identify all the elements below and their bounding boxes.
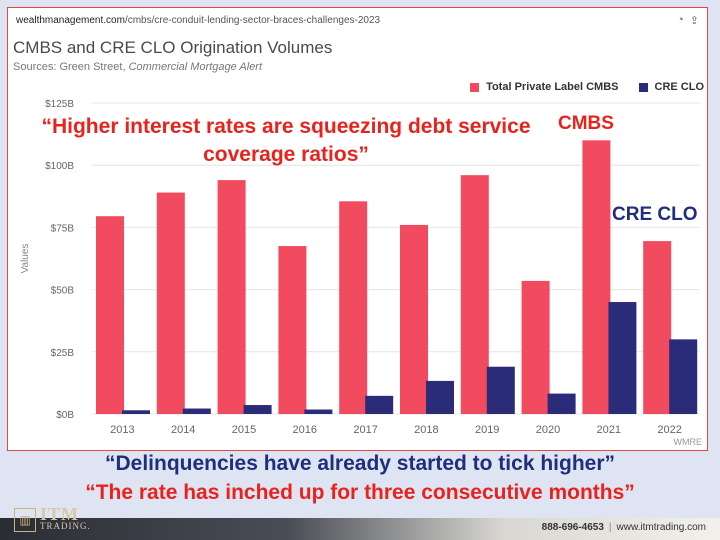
- bar-cmbs-2014: [156, 192, 185, 414]
- bar-cre-clo-2020: [547, 393, 576, 414]
- x-tick-label: 2019: [475, 424, 499, 436]
- bar-cre-clo-2019: [486, 366, 515, 414]
- y-tick-label: $100B: [45, 161, 74, 172]
- quote-top: “Higher interest rates are squeezing deb…: [41, 115, 531, 166]
- bar-cre-clo-2018: [426, 380, 454, 414]
- x-tick-label: 2014: [171, 424, 195, 436]
- bar-cre-clo-2013: [122, 410, 150, 414]
- x-tick-label: 2017: [353, 424, 377, 436]
- legend-item-cmbs: Total Private Label CMBS: [470, 81, 619, 93]
- x-tick-label: 2021: [597, 424, 621, 436]
- legend-swatch-cre-clo: [638, 82, 648, 92]
- bar-cre-clo-2015: [243, 405, 272, 414]
- chart-legend: Total Private Label CMBS CRE CLO: [470, 81, 704, 93]
- speed-icon[interactable]: ◔: [677, 13, 684, 26]
- bar-cmbs-2015: [217, 180, 246, 414]
- callout-cmbs: CMBS: [558, 113, 614, 134]
- y-tick-label: $75B: [51, 223, 75, 234]
- footer-contact: 888-696-4653 | www.itmtrading.com: [542, 522, 706, 533]
- bar-cmbs-2017: [339, 201, 368, 414]
- x-tick-label: 2022: [657, 424, 681, 436]
- chart-watermark: WMRE: [673, 437, 703, 447]
- y-axis-label: Values: [20, 244, 31, 274]
- bar-cre-clo-2021: [608, 302, 637, 414]
- bar-cmbs-2018: [400, 224, 428, 414]
- footer-website[interactable]: www.itmtrading.com: [616, 522, 706, 533]
- url-path: /cmbs/cre-conduit-lending-sector-braces-…: [124, 14, 381, 26]
- chart-sources: Sources: Green Street, Commercial Mortga…: [13, 61, 262, 73]
- bar-cre-clo-2016: [304, 409, 333, 414]
- browser-url-bar[interactable]: wealthmanagement.com /cmbs/cre-conduit-l…: [8, 8, 707, 32]
- sources-italic: Commercial Mortgage Alert: [128, 61, 263, 73]
- itm-logo: ▥ ITM TRADING.: [14, 504, 91, 532]
- bar-cmbs-2021: [582, 140, 611, 414]
- y-tick-label: $50B: [51, 286, 75, 297]
- legend-item-cre-clo: CRE CLO: [638, 81, 705, 93]
- footer-phone: 888-696-4653: [541, 522, 604, 533]
- sources-prefix: Sources: Green Street,: [13, 61, 129, 73]
- url-domain: wealthmanagement.com: [16, 14, 125, 26]
- bar-chart: $0B $25B $50B $75B $100B $125B Values 2013 2014 2…: [20, 99, 700, 436]
- logo-emblem-icon: ▥: [14, 508, 36, 532]
- footer-separator: |: [608, 522, 612, 533]
- bar-cre-clo-2014: [182, 408, 211, 414]
- bar-cmbs-2013: [96, 216, 124, 414]
- bar-cre-clo-2017: [365, 395, 394, 414]
- footer-bar: [0, 518, 720, 540]
- bar-cmbs-2020: [521, 280, 550, 414]
- y-tick-label: $0B: [56, 410, 74, 421]
- y-tick-label: $25B: [51, 348, 75, 359]
- chart-title: CMBS and CRE CLO Origination Volumes: [13, 38, 333, 57]
- x-tick-label: 2013: [110, 424, 134, 436]
- logo-subtext: TRADING.: [40, 521, 91, 531]
- x-tick-label: 2016: [293, 424, 317, 436]
- x-tick-label: 2015: [232, 424, 256, 436]
- bar-cmbs-2016: [278, 246, 307, 414]
- logo-text: ITM: [40, 504, 79, 524]
- quote-middle: “Delinquencies have already started to t…: [105, 452, 615, 475]
- x-tick-label: 2020: [536, 424, 560, 436]
- share-icon[interactable]: ⇪: [689, 14, 699, 27]
- legend-label-cre-clo: CRE CLO: [654, 81, 705, 93]
- quote-bottom: “The rate has inched up for three consec…: [85, 481, 635, 504]
- legend-swatch-cmbs: [470, 82, 480, 92]
- x-tick-label: 2018: [414, 424, 438, 436]
- bar-cmbs-2022: [643, 241, 672, 414]
- legend-label-cmbs: Total Private Label CMBS: [486, 81, 619, 93]
- bar-cmbs-2019: [460, 175, 489, 414]
- url-bar-icons: ◔ ⇪: [677, 14, 699, 27]
- bar-cre-clo-2022: [669, 339, 698, 414]
- y-tick-label: $125B: [45, 99, 74, 110]
- callout-cre-clo: CRE CLO: [612, 204, 698, 225]
